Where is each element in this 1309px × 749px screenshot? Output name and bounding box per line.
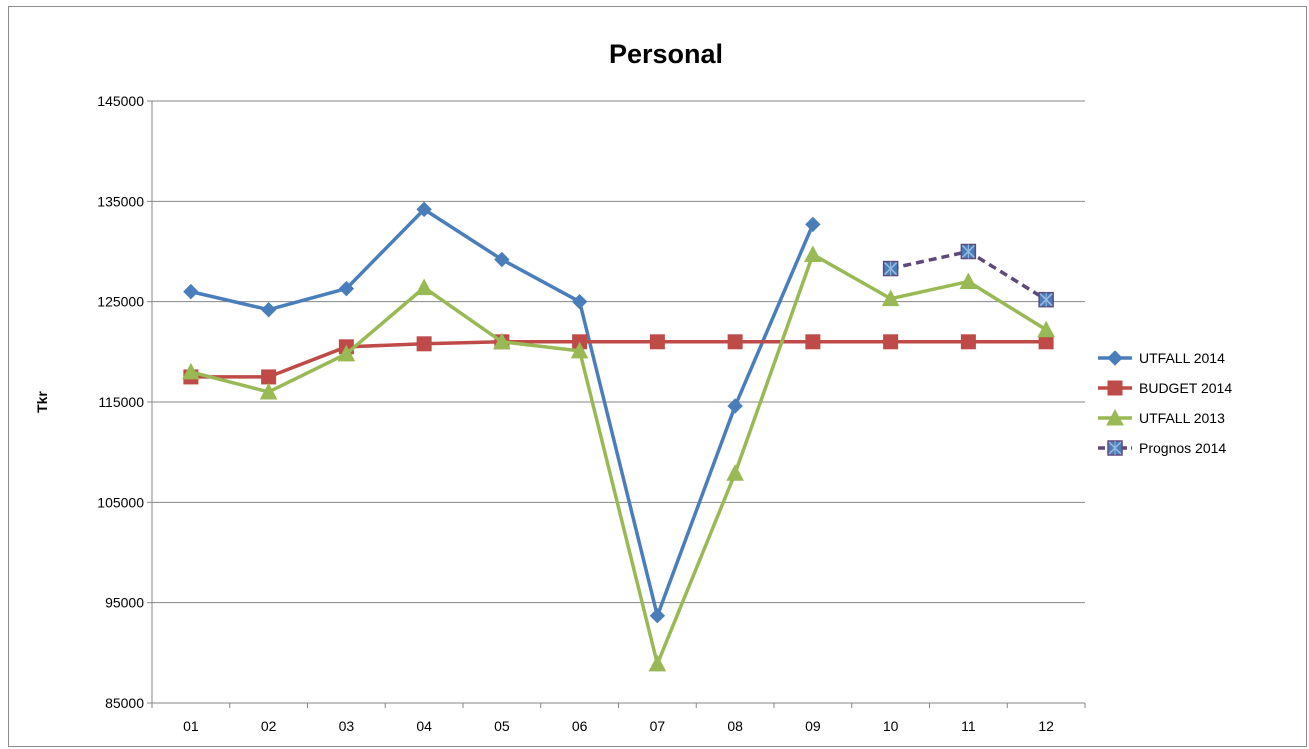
legend-item: BUDGET 2014 [1098,380,1232,396]
series-utfall-2013 [182,245,1055,672]
legend-label: UTFALL 2014 [1139,350,1225,366]
data-point [493,332,511,350]
data-point [805,334,821,350]
x-tick-label: 08 [727,718,743,734]
data-point [259,382,278,400]
legend-item: Prognos 2014 [1098,440,1226,456]
series-utfall-2014 [183,201,821,624]
data-point [416,201,432,218]
series-group [182,201,1055,672]
data-point [649,608,666,624]
data-point [183,283,199,300]
data-point [727,398,743,414]
data-point [648,654,667,672]
data-point [1037,320,1055,338]
x-tick-label: 06 [572,718,588,734]
x-tick-label: 09 [805,718,821,734]
y-axis-label: Tkr [34,391,50,413]
y-tick-label: 135000 [97,193,144,209]
y-tick-label: 105000 [97,494,144,510]
data-point [337,344,356,362]
data-point [726,464,744,481]
data-point [1038,291,1054,308]
legend: UTFALL 2014 BUDGET 2014 UTFALL 2013 Prognos… [1098,350,1232,456]
series-line [190,340,1047,379]
chart-title: Personal [609,39,723,69]
data-point [960,243,977,260]
x-tick-label: 12 [1038,718,1054,734]
x-tick-label: 05 [494,718,510,734]
y-tick-label: 85000 [105,695,144,711]
axes: 85000 95000 105000 115000 125000 135000 145000… [97,93,1086,734]
data-point [416,336,432,352]
x-tick-label: 10 [883,718,899,734]
data-point [338,280,355,297]
legend-marker [1107,380,1123,396]
data-point [960,334,976,350]
data-point [570,341,589,359]
data-point [571,293,588,310]
gridlines [152,100,1085,604]
legend-marker [1107,440,1123,456]
data-point [727,334,743,350]
data-point [260,301,277,318]
data-point [182,362,200,380]
legend-item: UTFALL 2014 [1098,350,1225,366]
series-prognos-2014 [882,243,1054,308]
series-line [190,252,1048,666]
y-tick-label: 115000 [98,394,144,410]
x-tick-label: 03 [339,718,355,734]
x-tick-label: 07 [650,718,666,734]
y-tick-label: 95000 [105,595,144,611]
data-point [494,251,510,268]
x-tick-label: 01 [183,718,199,734]
x-tick-label: 04 [416,718,432,734]
y-tick-label: 125000 [97,294,144,310]
data-point [882,260,899,277]
x-tick-label: 02 [261,718,277,734]
data-point [261,369,277,385]
data-point [959,272,978,290]
legend-item: UTFALL 2013 [1098,408,1225,426]
legend-label: Prognos 2014 [1139,440,1226,456]
legend-label: UTFALL 2013 [1139,410,1225,426]
series-line [190,207,815,618]
data-point [804,245,822,263]
x-tick-label: 11 [961,718,976,734]
legend-marker [1107,350,1123,366]
data-point [883,334,899,350]
data-point [415,278,433,296]
legend-label: BUDGET 2014 [1139,380,1232,396]
series-budget-2014 [183,334,1054,385]
data-point [805,216,821,233]
data-point [881,289,900,307]
y-tick-label: 145000 [97,93,144,109]
data-point [649,334,665,350]
legend-marker [1106,408,1124,426]
